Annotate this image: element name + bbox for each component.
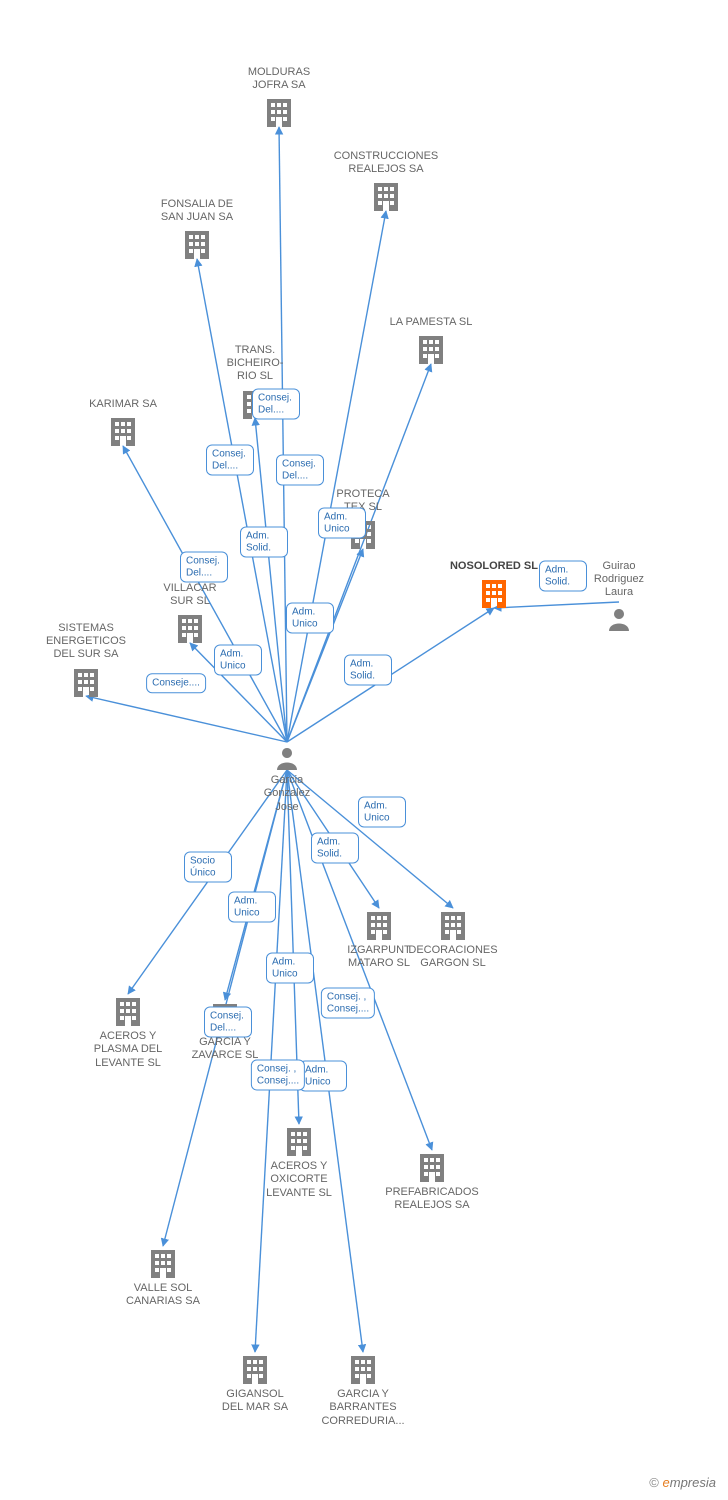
building-icon: [365, 908, 393, 944]
edge-label: Adm. Unico: [286, 603, 334, 634]
edge-label: Consej. Del....: [206, 445, 254, 476]
node-molduras[interactable]: MOLDURAS JOFRA SA: [219, 66, 339, 132]
building-icon: [372, 179, 400, 215]
edge-label: Adm. Unico: [299, 1061, 347, 1092]
edge-label: Consej. Del....: [204, 1007, 252, 1038]
edge-label: Adm. Unico: [358, 797, 406, 828]
node-vallesol[interactable]: VALLE SOL CANARIAS SA: [103, 1246, 223, 1312]
building-icon: [265, 95, 293, 131]
edge-label: Consej. Del....: [276, 455, 324, 486]
node-label: SISTEMAS ENERGETICOS DEL SUR SA: [26, 622, 146, 662]
edge-label: Adm. Solid.: [311, 833, 359, 864]
node-construcciones[interactable]: CONSTRUCCIONES REALEJOS SA: [326, 150, 446, 216]
edge-label: Adm. Unico: [214, 645, 262, 676]
building-icon: [480, 576, 508, 612]
node-label: KARIMAR SA: [63, 398, 183, 411]
edge-label: Socio Único: [184, 852, 232, 883]
node-label: ACEROS Y OXICORTE LEVANTE SL: [239, 1160, 359, 1200]
node-label: FONSALIA DE SAN JUAN SA: [137, 198, 257, 224]
node-aceros_oxi[interactable]: ACEROS Y OXICORTE LEVANTE SL: [239, 1124, 359, 1203]
person-icon: [274, 742, 300, 774]
node-label: LA PAMESTA SL: [371, 316, 491, 329]
footer-copyright: © empresia: [649, 1475, 716, 1490]
node-label: Garcia Gonzalez Jose: [227, 774, 347, 814]
node-garcia_barrantes[interactable]: GARCIA Y BARRANTES CORREDURIA...: [303, 1352, 423, 1431]
node-label: GIGANSOL DEL MAR SA: [195, 1388, 315, 1414]
person-icon: [606, 603, 632, 635]
node-garcia[interactable]: Garcia Gonzalez Jose: [227, 742, 347, 817]
node-villacar[interactable]: VILLACAR SUR SL: [130, 582, 250, 648]
node-lapamesta[interactable]: LA PAMESTA SL: [371, 316, 491, 368]
node-label: GARCIA Y BARRANTES CORREDURIA...: [303, 1388, 423, 1428]
building-icon: [109, 414, 137, 450]
building-icon: [418, 1150, 446, 1186]
building-icon: [241, 1352, 269, 1388]
edge-label: Adm. Solid.: [539, 561, 587, 592]
node-label: IZGARPUNT MATARO SL: [319, 944, 439, 970]
edge-line: [279, 127, 287, 742]
building-icon: [285, 1124, 313, 1160]
building-icon: [417, 332, 445, 368]
building-icon: [149, 1246, 177, 1282]
edge-line: [86, 696, 287, 742]
edge-line: [287, 549, 363, 742]
node-label: PREFABRICADOS REALEJOS SA: [372, 1186, 492, 1212]
node-nosolored[interactable]: NOSOLORED SL: [434, 560, 554, 612]
node-fonsalia[interactable]: FONSALIA DE SAN JUAN SA: [137, 198, 257, 264]
node-sistemas[interactable]: SISTEMAS ENERGETICOS DEL SUR SA: [26, 622, 146, 701]
edge-label: Consej. Del....: [252, 389, 300, 420]
node-label: VILLACAR SUR SL: [130, 582, 250, 608]
edge-label: Consej. , Consej....: [251, 1060, 305, 1091]
node-prefabricados[interactable]: PREFABRICADOS REALEJOS SA: [372, 1150, 492, 1216]
building-icon: [114, 994, 142, 1030]
building-icon: [349, 1352, 377, 1388]
edge-label: Consej. Del....: [180, 552, 228, 583]
building-icon: [176, 611, 204, 647]
edge-label: Adm. Unico: [266, 953, 314, 984]
edge-label: Conseje....: [146, 673, 206, 693]
node-gigansol[interactable]: GIGANSOL DEL MAR SA: [195, 1352, 315, 1418]
building-icon: [439, 908, 467, 944]
edge-label: Consej. , Consej....: [321, 988, 375, 1019]
edge-label: Adm. Unico: [228, 892, 276, 923]
node-label: TRANS. BICHEIRO- RIO SL: [195, 344, 315, 384]
node-label: CONSTRUCCIONES REALEJOS SA: [326, 150, 446, 176]
node-izgarpunt[interactable]: IZGARPUNT MATARO SL: [319, 908, 439, 974]
edge-label: Adm. Solid.: [344, 655, 392, 686]
building-icon: [183, 227, 211, 263]
node-label: NOSOLORED SL: [434, 560, 554, 573]
node-label: VALLE SOL CANARIAS SA: [103, 1282, 223, 1308]
building-icon: [72, 665, 100, 701]
edge-label: Adm. Solid.: [240, 527, 288, 558]
edge-label: Adm. Unico: [318, 508, 366, 539]
node-label: MOLDURAS JOFRA SA: [219, 66, 339, 92]
node-karimar[interactable]: KARIMAR SA: [63, 398, 183, 450]
